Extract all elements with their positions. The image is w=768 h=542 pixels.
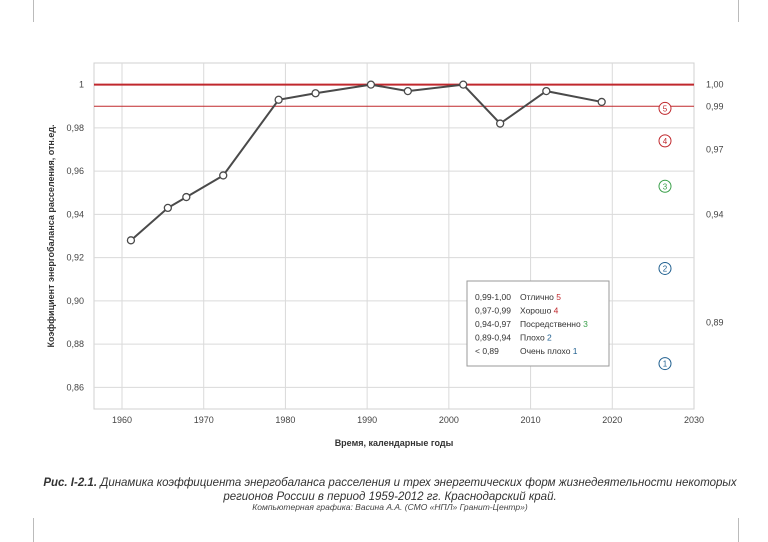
crop-mark	[33, 0, 34, 22]
y-axis-label: Коэффициент энергобаланса расселения, от…	[46, 124, 56, 347]
data-point	[403, 86, 412, 96]
x-tick-label: 1970	[194, 415, 214, 425]
rating-marker-label: 1	[663, 360, 668, 369]
graphics-credit: Компьютерная графика: Васина А.А. (СМО «…	[252, 502, 528, 512]
caption-line1: Динамика коэффициента энергобаланса расс…	[100, 477, 737, 489]
x-axis-ticks: 1960 1970 1980 1990 2000 2010 2020 2030	[112, 415, 704, 425]
y-tick-label: 0,96	[66, 166, 84, 176]
right-axis-label: 0,97	[706, 145, 724, 155]
data-point	[219, 171, 228, 180]
rating-marker-label: 2	[663, 264, 668, 273]
crop-mark	[738, 518, 739, 542]
y-tick-label: 1	[79, 80, 84, 90]
y-tick-label: 0,94	[66, 209, 84, 219]
legend-rating-number: 2	[547, 333, 552, 343]
y-tick-label: 0,88	[66, 339, 84, 349]
right-axis-label: 0,89	[706, 318, 724, 328]
legend-range: 0,89-0,94	[475, 333, 511, 343]
figure-caption: Рис. I-2.1. Динамика коэффициента энерго…	[40, 476, 740, 504]
legend-text: Плохо 2	[520, 333, 552, 343]
data-point	[163, 203, 172, 213]
data-point	[126, 236, 136, 245]
data-point	[274, 95, 283, 104]
line-chart: 10,980,960,940,920,900,880,86 1960 1970 19…	[46, 62, 724, 448]
right-axis-label: 1,00	[706, 80, 724, 90]
x-tick-label: 2010	[521, 415, 541, 425]
legend-rating-name: Хорошо	[520, 306, 554, 316]
data-point	[496, 119, 505, 128]
crop-mark	[738, 0, 739, 22]
legend-text: Хорошо 4	[520, 306, 559, 316]
caption-line2: регионов России в период 1959-2012 гг. К…	[223, 491, 557, 503]
right-axis-label: 0,99	[706, 101, 724, 111]
data-point	[459, 80, 468, 89]
legend-box	[466, 280, 610, 367]
y-tick-label: 0,92	[66, 253, 84, 263]
y-tick-label: 0,98	[66, 123, 84, 133]
legend-range: 0,97-0,99	[475, 306, 511, 316]
legend-text: Очень плохо 1	[520, 346, 578, 356]
legend-range: 0,94-0,97	[475, 319, 511, 329]
legend-text: Отлично 5	[520, 292, 561, 302]
threshold-lines	[94, 83, 694, 107]
x-axis-label: Время, календарные годы	[335, 438, 454, 448]
x-tick-label: 2000	[439, 415, 459, 425]
right-axis-label: 0,94	[706, 209, 724, 219]
legend-range: 0,99-1,00	[475, 292, 511, 302]
legend-rating-name: Отлично	[520, 292, 556, 302]
rating-marker-label: 3	[663, 182, 668, 191]
x-tick-label: 1960	[112, 415, 132, 425]
y-tick-label: 0,90	[66, 296, 84, 306]
rating-marker-circle	[658, 101, 672, 115]
y-tick-label: 0,86	[66, 382, 84, 392]
data-point	[542, 86, 551, 96]
rating-marker-circle	[658, 134, 672, 148]
rating-markers: 5 4 3 2 1	[658, 101, 672, 371]
legend-rating-number: 5	[556, 292, 561, 302]
series	[126, 80, 606, 245]
legend-range: < 0,89	[475, 346, 499, 356]
crop-mark	[33, 518, 34, 542]
legend: 0,99-1,00 Отлично 5 0,97-0,99 Хорошо 4 0,94-…	[466, 280, 610, 367]
data-point	[311, 89, 320, 98]
rating-marker-circle	[658, 261, 672, 275]
caption-label: Рис. I-2.1.	[43, 477, 98, 489]
x-tick-label: 1990	[357, 415, 377, 425]
data-point	[182, 192, 191, 202]
legend-rating-number: 4	[554, 306, 559, 316]
legend-rating-name: Посредственно	[520, 319, 583, 329]
rating-marker-circle	[658, 179, 672, 193]
legend-rating-number: 3	[583, 319, 588, 329]
x-tick-label: 2020	[602, 415, 622, 425]
data-point	[597, 97, 606, 107]
legend-rating-name: Плохо	[520, 333, 547, 343]
rating-marker-label: 5	[663, 104, 668, 113]
y-axis-ticks: 1 0,98 0,96 0,94 0,92 0,90 0,88 0,86	[66, 80, 84, 393]
rating-marker-circle	[658, 357, 672, 371]
legend-rating-number: 1	[573, 346, 578, 356]
legend-text: Посредственно 3	[520, 319, 588, 329]
data-point	[366, 80, 376, 89]
legend-rating-name: Очень плохо	[520, 346, 573, 356]
rating-marker-label: 4	[663, 137, 668, 146]
x-tick-label: 1980	[275, 415, 295, 425]
right-axis-labels: 1,00 0,99 0,97 0,94 0,89	[706, 80, 724, 328]
x-tick-label: 2030	[684, 415, 704, 425]
